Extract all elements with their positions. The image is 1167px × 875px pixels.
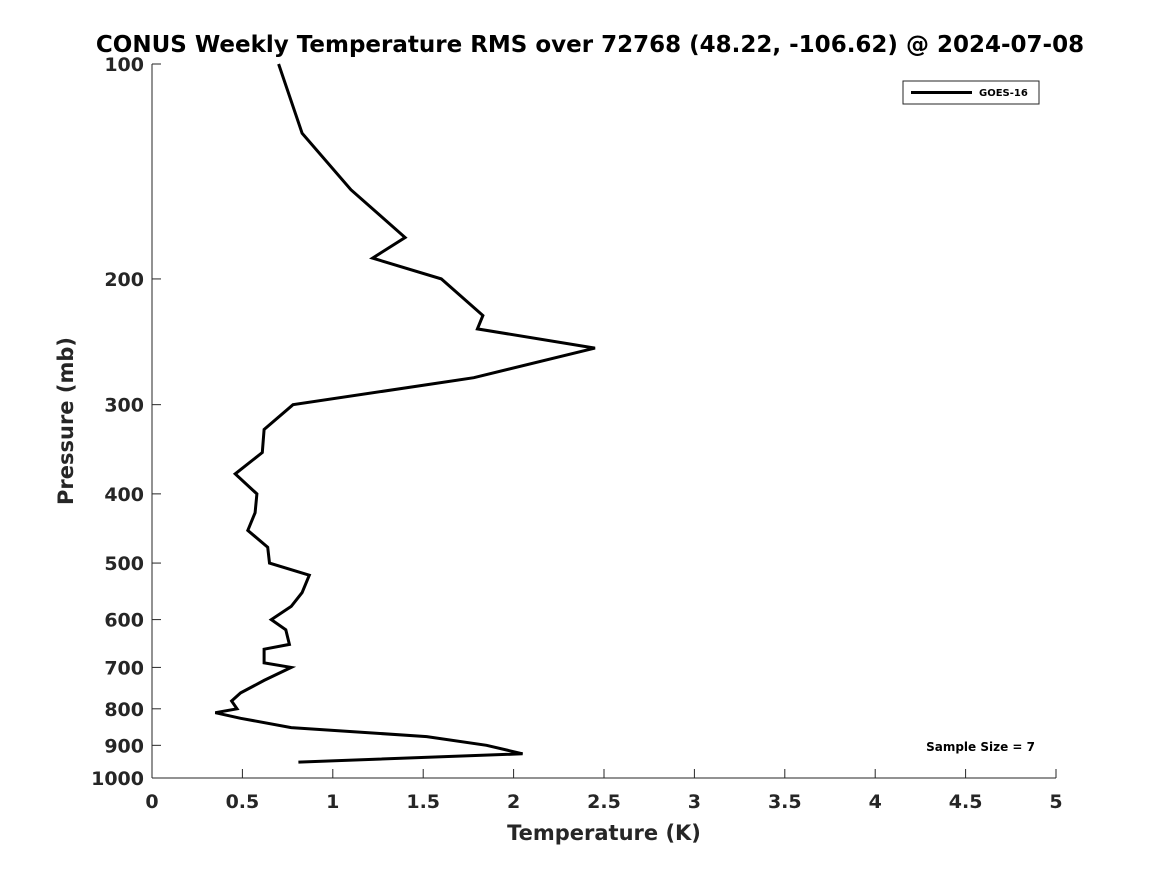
y-tick-label: 300 — [104, 395, 144, 417]
x-tick-label: 4.5 — [949, 791, 983, 813]
x-tick-label: 0.5 — [226, 791, 260, 813]
sample-size-annotation: Sample Size = 7 — [926, 740, 1035, 754]
chart-title: CONUS Weekly Temperature RMS over 72768 … — [96, 32, 1084, 58]
y-tick-label: 700 — [104, 657, 144, 679]
axes: 0 0.5 1 1.5 2 2.5 3 3.5 4 4.5 5 100 200 300 400 500 600 7… — [91, 54, 1063, 813]
x-tick-label: 1.5 — [406, 791, 440, 813]
y-tick-label: 800 — [104, 699, 144, 721]
x-tick-label: 5 — [1049, 791, 1062, 813]
x-tick-label: 0 — [145, 791, 158, 813]
x-tick-label: 3 — [688, 791, 701, 813]
legend-label: GOES-16 — [979, 88, 1028, 99]
series-line-goes-16 — [214, 63, 596, 764]
series-layer — [214, 63, 596, 764]
y-tick-label: 200 — [104, 269, 144, 291]
y-tick-label: 500 — [104, 553, 144, 575]
y-tick-label: 600 — [104, 610, 144, 632]
x-tick-label: 4 — [869, 791, 882, 813]
y-tick-label: 900 — [104, 735, 144, 757]
x-axis-label: Temperature (K) — [507, 821, 701, 845]
x-tick-label: 3.5 — [768, 791, 802, 813]
y-tick-label: 400 — [104, 484, 144, 506]
x-tick-label: 2.5 — [587, 791, 621, 813]
x-tick-label: 1 — [326, 791, 339, 813]
legend: GOES-16 — [902, 80, 1040, 105]
y-tick-label: 100 — [104, 54, 144, 76]
x-tick-label: 2 — [507, 791, 520, 813]
y-axis-label: Pressure (mb) — [54, 337, 78, 505]
y-tick-label: 1000 — [91, 768, 144, 790]
